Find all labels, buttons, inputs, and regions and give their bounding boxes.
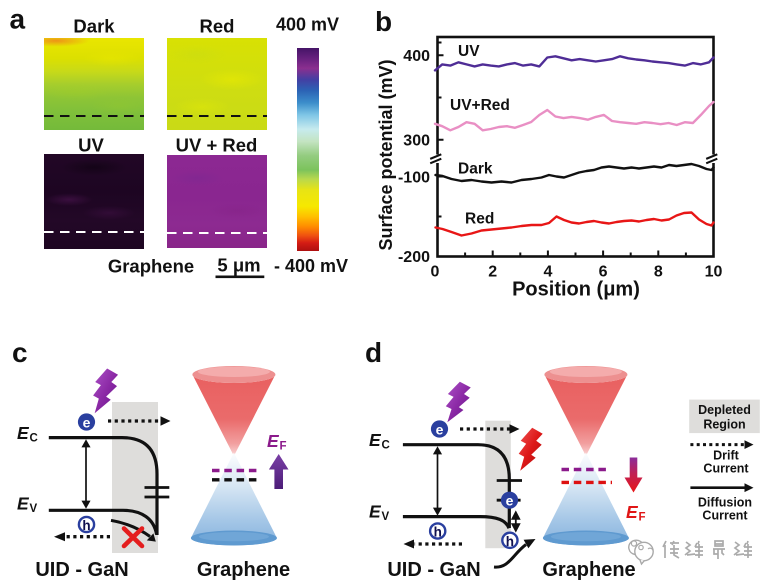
svg-text:V: V xyxy=(382,511,390,523)
svg-text:F: F xyxy=(639,512,646,524)
svg-text:h: h xyxy=(434,525,442,540)
svg-text:Red: Red xyxy=(200,16,235,37)
svg-text:6: 6 xyxy=(599,264,608,281)
svg-text:b: b xyxy=(375,6,392,37)
svg-text:400 mV: 400 mV xyxy=(276,15,339,35)
svg-text:E: E xyxy=(626,502,639,522)
svg-text:8: 8 xyxy=(654,264,663,281)
svg-text:Dark: Dark xyxy=(73,16,115,37)
svg-text:- 400 mV: - 400 mV xyxy=(274,256,348,276)
svg-text:5 μm: 5 μm xyxy=(217,255,260,276)
svg-text:E: E xyxy=(17,494,30,514)
svg-text:e: e xyxy=(506,493,514,509)
svg-text:Position (μm): Position (μm) xyxy=(512,279,640,301)
svg-text:4: 4 xyxy=(543,264,552,281)
svg-text:2: 2 xyxy=(488,264,497,281)
svg-text:10: 10 xyxy=(705,264,723,281)
svg-text:Region: Region xyxy=(703,418,745,432)
svg-text:0: 0 xyxy=(431,264,440,281)
svg-text:F: F xyxy=(280,441,287,453)
svg-text:UV: UV xyxy=(458,43,480,60)
svg-text:Dark: Dark xyxy=(458,161,493,178)
svg-text:Depleted: Depleted xyxy=(698,403,751,417)
svg-text:E: E xyxy=(369,430,382,450)
svg-text:400: 400 xyxy=(403,48,430,65)
svg-text:Current: Current xyxy=(702,509,748,523)
svg-text:h: h xyxy=(82,518,90,533)
svg-text:e: e xyxy=(83,415,91,431)
svg-text:E: E xyxy=(17,423,30,443)
svg-text:Current: Current xyxy=(703,462,749,476)
svg-text:UID - GaN: UID - GaN xyxy=(387,559,480,581)
svg-text:Graphene: Graphene xyxy=(108,256,194,277)
svg-text:Surface potential (mV): Surface potential (mV) xyxy=(376,59,396,250)
svg-text:E: E xyxy=(267,431,280,451)
svg-text:UV+Red: UV+Red xyxy=(450,97,510,114)
svg-text:Drift: Drift xyxy=(713,449,740,463)
svg-text:d: d xyxy=(365,337,382,368)
svg-text:UV: UV xyxy=(78,135,104,156)
svg-text:Diffusion: Diffusion xyxy=(698,496,752,510)
svg-text:Graphene: Graphene xyxy=(542,559,635,581)
svg-text:h: h xyxy=(506,534,514,549)
svg-text:V: V xyxy=(30,503,38,515)
svg-text:300: 300 xyxy=(403,132,430,149)
svg-text:UV + Red: UV + Red xyxy=(176,135,258,156)
svg-text:UID - GaN: UID - GaN xyxy=(35,559,128,581)
svg-text:-100: -100 xyxy=(398,169,430,186)
svg-text:E: E xyxy=(369,502,382,522)
svg-text:-200: -200 xyxy=(398,249,430,266)
svg-text:Graphene: Graphene xyxy=(197,559,290,581)
svg-text:C: C xyxy=(382,440,390,452)
svg-text:e: e xyxy=(436,422,444,438)
svg-text:Red: Red xyxy=(465,211,494,228)
svg-text:c: c xyxy=(12,337,28,368)
svg-text:C: C xyxy=(30,433,38,445)
svg-text:a: a xyxy=(10,4,26,35)
